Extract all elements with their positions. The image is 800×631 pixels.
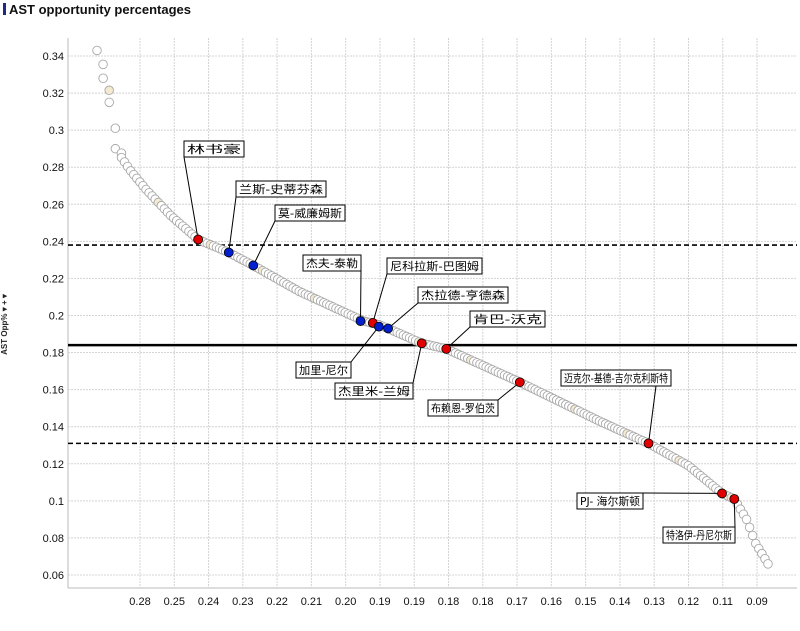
x-tick-label: 0.12 <box>678 596 699 608</box>
highlighted-player-point <box>643 438 654 449</box>
y-tick-label: 0.16 <box>43 385 64 397</box>
player-label-box <box>302 254 362 272</box>
title-marker <box>3 3 6 15</box>
player-label: 尼科拉斯-巴图姆 <box>390 259 479 273</box>
x-tick-label: 0.24 <box>198 596 219 608</box>
player-point <box>763 559 773 569</box>
player-label: 兰斯-史蒂芬森 <box>239 182 323 196</box>
highlighted-player-point <box>729 494 740 504</box>
y-tick-label: 0.24 <box>43 236 64 248</box>
y-tick-label: 0.14 <box>43 422 64 434</box>
player-label: 杰夫-泰勒 <box>306 256 358 270</box>
chart-title-text: AST opportunity percentages <box>9 2 192 17</box>
y-tick-label: 0.1 <box>49 496 64 508</box>
leader-line <box>648 385 657 444</box>
y-tick-label: 0.32 <box>43 88 64 100</box>
y-tick-label: 0.18 <box>43 348 64 360</box>
player-point <box>110 123 121 134</box>
player-label-box <box>417 286 509 304</box>
highlighted-player-point <box>717 488 727 499</box>
player-label: 特洛伊-丹尼尔斯 <box>666 528 732 542</box>
player-point <box>104 85 114 96</box>
leader-line <box>252 220 276 266</box>
player-label: 布赖恩-罗伯茨 <box>431 401 495 415</box>
player-label: 林书豪 <box>187 142 241 156</box>
x-tick-label: 0.17 <box>506 596 527 608</box>
y-tick-label: 0.12 <box>43 459 64 471</box>
highlighted-player-point <box>373 321 384 332</box>
highlighted-player-point <box>416 338 427 349</box>
x-tick-label: 0.23 <box>232 596 253 608</box>
x-tick-label: 0.13 <box>643 596 664 608</box>
highlighted-player-point <box>193 234 204 245</box>
y-tick-label: 0.08 <box>43 533 64 545</box>
player-point <box>98 59 108 70</box>
player-point <box>744 522 755 533</box>
highlighted-player-point <box>441 343 452 354</box>
player-label-box <box>469 310 546 328</box>
x-tick-label: 0.11 <box>712 596 733 608</box>
player-label: 迈克尔-基德-吉尔克利斯特 <box>564 371 668 385</box>
player-label: 加里-尼尔 <box>299 364 348 377</box>
x-tick-label: 0.14 <box>609 596 630 608</box>
x-tick-label: 0.20 <box>335 596 356 608</box>
player-label-box <box>334 382 414 400</box>
player-label-box <box>295 361 352 379</box>
player-label-box <box>427 399 499 417</box>
highlighted-player-point <box>248 260 259 271</box>
leader-line <box>359 270 362 322</box>
player-label-box <box>662 526 736 544</box>
player-label-box <box>560 369 672 387</box>
leader-line <box>372 273 388 324</box>
x-tick-label: 0.09 <box>746 596 767 608</box>
x-tick-label: 0.22 <box>266 596 287 608</box>
y-tick-label: 0.28 <box>43 162 64 174</box>
player-point <box>92 45 102 56</box>
x-tick-label: 0.15 <box>575 596 596 608</box>
x-tick-label: 0.28 <box>129 596 150 608</box>
player-point <box>104 97 115 108</box>
highlighted-player-point <box>514 377 525 388</box>
player-label-box <box>183 140 245 158</box>
player-point <box>747 530 758 541</box>
player-label: PJ- 海尔斯顿 <box>580 494 640 508</box>
highlighted-player-point <box>223 247 234 258</box>
highlighted-player-point <box>355 316 366 326</box>
leader-line <box>350 326 380 363</box>
player-label: 杰拉德-亨德森 <box>421 288 505 302</box>
player-label-box <box>576 492 644 510</box>
leader-line <box>228 196 237 253</box>
player-label-box <box>274 204 346 222</box>
y-tick-label: 0.2 <box>49 310 64 322</box>
player-label: 杰里米-兰姆 <box>338 384 410 398</box>
chart-title: AST opportunity percentages <box>3 2 191 17</box>
x-tick-label: 0.18 <box>472 596 493 608</box>
y-tick-label: 0.06 <box>43 570 64 582</box>
x-tick-label: 0.25 <box>164 596 185 608</box>
leader-line <box>183 156 199 240</box>
highlighted-player-point <box>383 323 393 334</box>
player-label-box <box>235 180 327 198</box>
y-tick-label: 0.34 <box>43 51 64 63</box>
player-label: 肯巴-沃克 <box>473 313 542 326</box>
leader-line <box>387 302 419 329</box>
player-point <box>98 73 108 83</box>
x-tick-label: 0.16 <box>541 596 562 608</box>
player-label: 莫-威廉姆斯 <box>278 206 342 220</box>
x-tick-label: 0.19 <box>404 596 425 608</box>
leader-line <box>412 343 423 384</box>
player-point <box>741 514 752 525</box>
x-tick-label: 0.19 <box>369 596 390 608</box>
y-tick-label: 0.26 <box>43 199 64 211</box>
leader-line <box>445 326 471 350</box>
y-tick-label: 0.22 <box>43 273 64 285</box>
x-tick-label: 0.21 <box>301 596 322 608</box>
y-tick-label: 0.3 <box>49 125 64 137</box>
x-tick-label: 0.18 <box>438 596 459 608</box>
player-label-box <box>386 257 483 275</box>
